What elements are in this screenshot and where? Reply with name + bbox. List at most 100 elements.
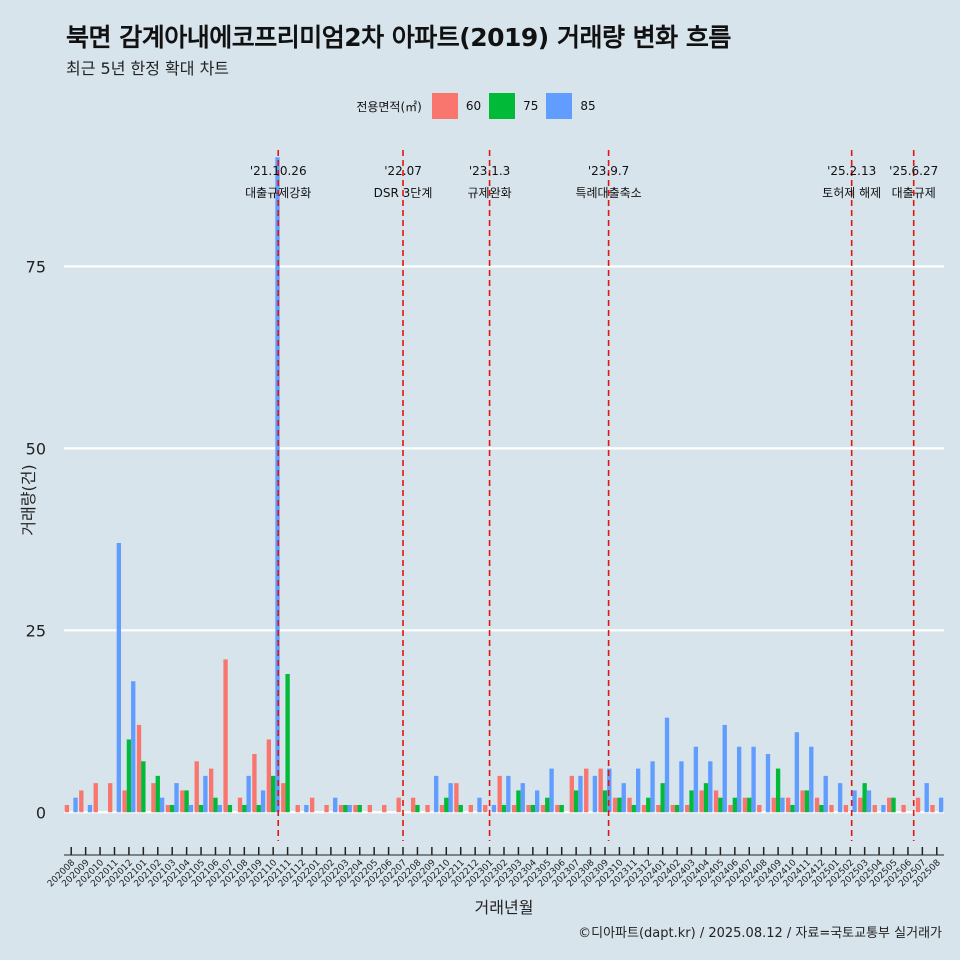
bar-60: [800, 790, 805, 813]
bar-60: [872, 804, 877, 813]
bar-60: [627, 797, 632, 813]
legend-swatch-60: [431, 93, 458, 119]
bar-85: [491, 804, 497, 813]
event-label: 토허제 해제: [822, 186, 881, 200]
event-date-label: '23.9.7: [588, 164, 629, 178]
bar-60: [338, 804, 344, 813]
bar-85: [693, 746, 699, 813]
bar-75: [155, 775, 160, 813]
bar-85: [780, 797, 785, 813]
bar-85: [448, 783, 453, 813]
bar-60: [295, 804, 300, 813]
chart-title: 북면 감계아내에코프리미엄2차 아파트(2019) 거래량 변화 흐름: [66, 23, 731, 52]
bar-85: [159, 797, 165, 813]
bar-75: [631, 804, 636, 813]
bar-60: [742, 797, 748, 813]
bar-85: [520, 783, 525, 813]
bar-60: [584, 768, 589, 813]
event-label: 대출규제강화: [245, 186, 311, 200]
chart-subtitle: 최근 5년 한정 확대 차트: [66, 59, 230, 78]
bar-85: [924, 783, 929, 813]
bar-75: [271, 775, 276, 813]
event-label: DSR 3단계: [374, 186, 433, 200]
bar-75: [126, 739, 132, 813]
bar-60: [598, 768, 603, 813]
bar-85: [333, 797, 338, 813]
bar-75: [357, 804, 362, 813]
event-label: 규제완화: [467, 186, 511, 200]
bar-60: [670, 804, 675, 813]
bar-85: [823, 775, 828, 813]
bar-85: [881, 804, 886, 813]
y-tick-label: 25: [26, 621, 46, 640]
bar-75: [602, 790, 608, 813]
bar-60: [901, 804, 906, 813]
event-label: 대출규제: [892, 186, 936, 200]
bar-85: [304, 804, 309, 813]
y-axis-title: 거래량(건): [19, 464, 38, 535]
bar-60: [814, 797, 820, 813]
bar-60: [915, 797, 921, 813]
bar-75: [646, 797, 651, 813]
bar-75: [573, 790, 579, 813]
bar-60: [771, 797, 776, 813]
bar-85: [549, 768, 554, 813]
bar-60: [396, 797, 401, 813]
bar-75: [516, 790, 521, 813]
legend-label-75: 75: [523, 99, 539, 113]
bar-85: [203, 775, 208, 813]
bar-60: [540, 804, 546, 813]
bar-60: [930, 804, 935, 813]
bar-75: [170, 804, 175, 813]
bar-75: [444, 797, 449, 813]
bar-85: [131, 681, 136, 813]
bar-85: [751, 746, 756, 813]
bar-60: [786, 797, 791, 813]
bar-60: [641, 804, 647, 813]
legend-label-85: 85: [580, 99, 596, 113]
bar-75: [458, 804, 463, 813]
bar-60: [410, 797, 416, 813]
bar-60: [454, 783, 459, 813]
bar-60: [858, 797, 863, 813]
bar-60: [656, 804, 661, 813]
bar-85: [938, 797, 944, 813]
bar-85: [679, 761, 684, 813]
bar-60: [64, 804, 70, 813]
bar-85: [535, 790, 540, 813]
bar-75: [530, 804, 536, 813]
bar-85: [794, 732, 800, 813]
bar-85: [174, 783, 179, 813]
bar-85: [722, 724, 727, 813]
bar-75: [559, 804, 564, 813]
legend-item-85: 85: [546, 93, 596, 119]
bar-60: [324, 804, 329, 813]
bar-60: [526, 804, 531, 813]
bar-75: [891, 797, 896, 813]
bar-60: [266, 739, 272, 813]
bar-85: [116, 542, 121, 813]
bar-60: [165, 804, 171, 813]
bar-60: [237, 797, 243, 813]
bar-60: [122, 790, 127, 813]
event-date-label: '21.10.26: [250, 164, 307, 178]
bar-60: [353, 804, 358, 813]
bar-60: [511, 804, 517, 813]
bar-60: [685, 804, 690, 813]
bar-60: [151, 783, 156, 813]
bar-75: [415, 804, 420, 813]
bar-75: [775, 768, 781, 813]
bar-60: [425, 804, 430, 813]
event-date-label: '25.6.27: [889, 164, 938, 178]
y-tick-label: 75: [26, 257, 46, 276]
bar-85: [347, 804, 352, 813]
bar-75: [285, 673, 290, 813]
bar-85: [87, 804, 93, 813]
bar-75: [674, 804, 680, 813]
bar-60: [757, 804, 762, 813]
bar-75: [747, 797, 752, 813]
bar-60: [223, 659, 228, 813]
bar-60: [79, 790, 84, 813]
bar-75: [790, 804, 795, 813]
